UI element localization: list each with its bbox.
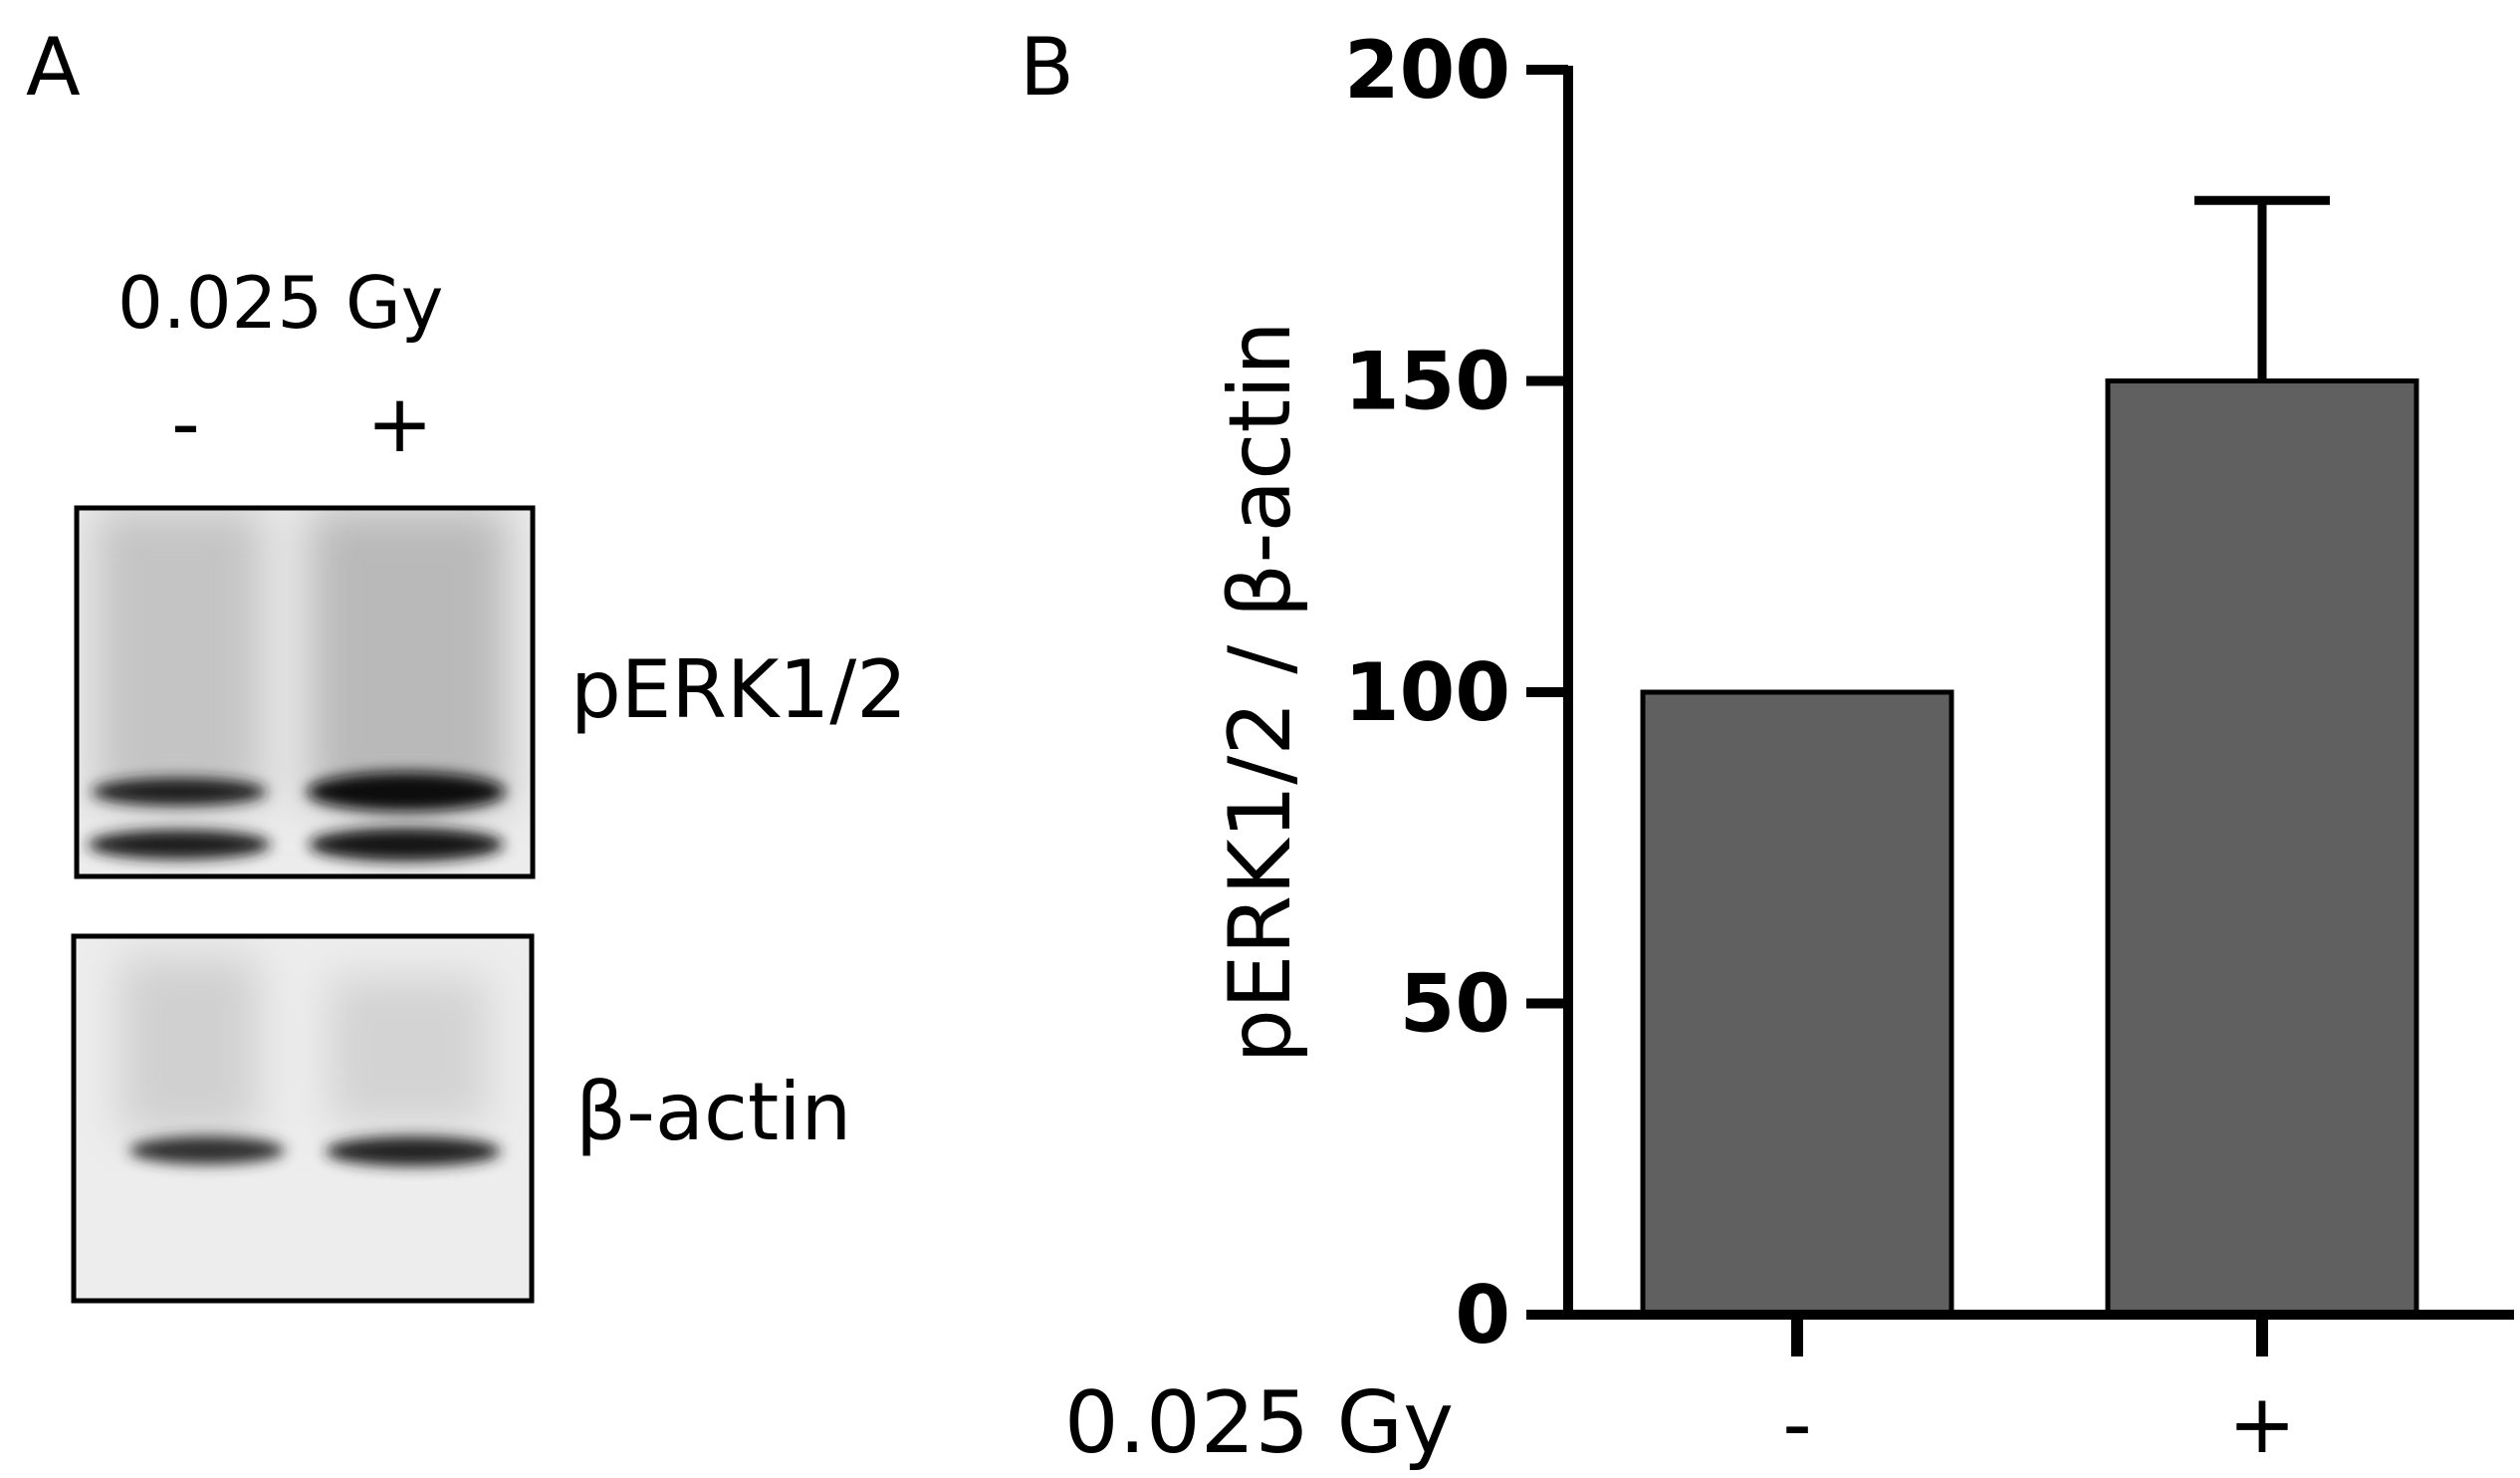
panel-a-label: A [26,21,81,114]
western-blot-images [71,505,536,1304]
bar-1 [1640,689,1954,1318]
y-tick-label-0: 0 [1455,1269,1510,1361]
y-tick-label-100: 100 [1344,646,1510,739]
blot-perk-label: pERK1/2 [571,643,908,736]
y-axis-title: pERK1/2 / β-actin [1211,321,1310,1063]
panel-b-label: B [1020,21,1074,114]
blot-actin-label: β-actin [575,1066,852,1158]
y-tick-label-200: 200 [1344,24,1510,117]
bar-2 [2105,378,2419,1318]
x-axis-title: 0.025 Gy [1064,1373,1454,1473]
blot-dose-label: 0.025 Gy [117,261,444,345]
y-tick-label-50: 50 [1400,958,1510,1051]
perk-blot [74,505,536,879]
y-tick-label-150: 150 [1344,336,1510,428]
blot-lane-plus-label: + [366,377,434,470]
actin-blot [71,933,535,1304]
x-tick-label-2: + [2228,1377,2297,1472]
x-tick-label-1: - [1782,1377,1812,1472]
blot-lane-minus-label: - [171,377,200,470]
